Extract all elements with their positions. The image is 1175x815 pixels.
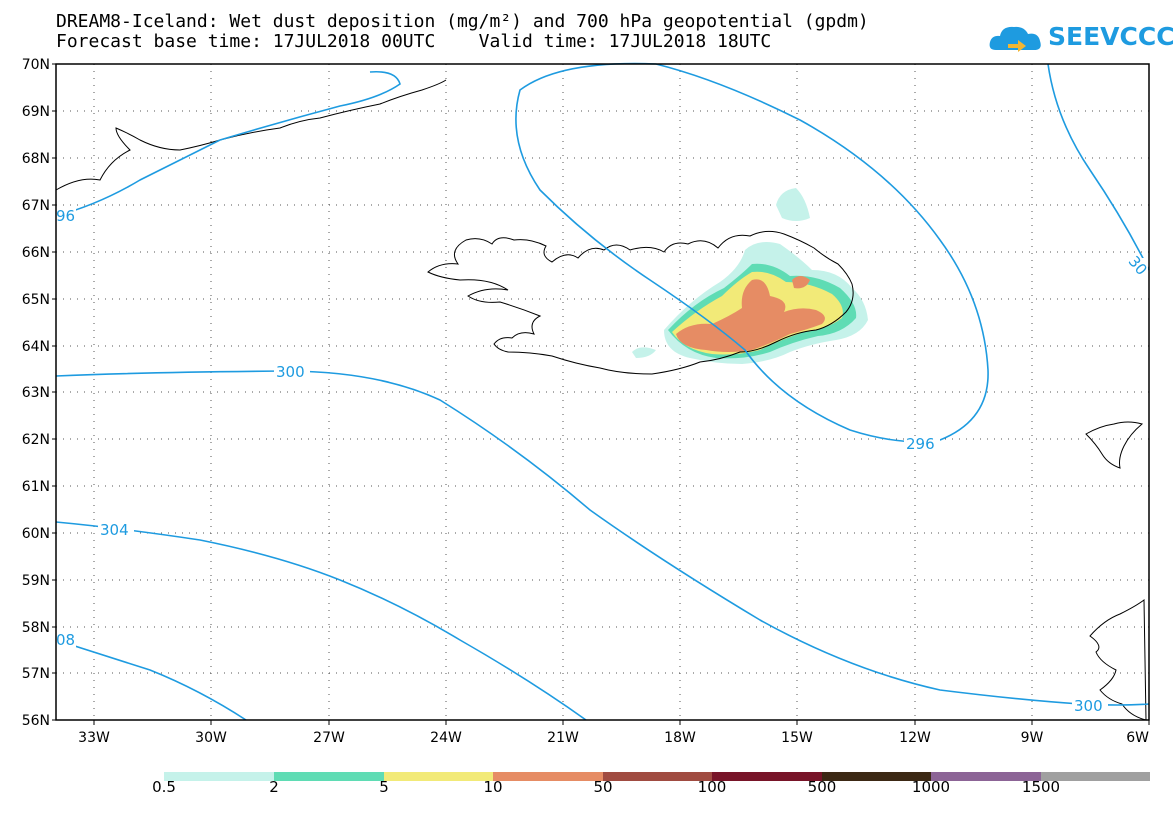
lon-label: 24W bbox=[430, 730, 462, 746]
lat-label: 57N bbox=[22, 666, 50, 682]
legend-label: 1000 bbox=[911, 778, 951, 796]
legend-label: 10 bbox=[483, 778, 503, 796]
coastlines bbox=[55, 79, 1147, 721]
axis-ticks bbox=[52, 63, 1150, 725]
legend-swatch bbox=[712, 772, 822, 781]
lon-label: 21W bbox=[547, 730, 579, 746]
legend-swatch bbox=[274, 772, 384, 781]
legend-label: 50 bbox=[593, 778, 613, 796]
lat-label: 61N bbox=[22, 479, 50, 495]
lon-label: 30W bbox=[195, 730, 227, 746]
lat-label: 70N bbox=[22, 57, 50, 73]
lat-label: 58N bbox=[22, 620, 50, 636]
chart-subtitle: Forecast base time: 17JUL2018 00UTC Vali… bbox=[56, 31, 772, 52]
contour-296-iceland bbox=[515, 62, 989, 443]
legend-label: 1500 bbox=[1021, 778, 1061, 796]
lon-label: 15W bbox=[781, 730, 813, 746]
lat-label: 63N bbox=[22, 385, 50, 401]
lat-label: 60N bbox=[22, 526, 50, 542]
dust-area-0.5 bbox=[632, 347, 656, 358]
lat-label: 66N bbox=[22, 245, 50, 261]
chart-title: DREAM8-Iceland: Wet dust deposition (mg/… bbox=[56, 11, 869, 32]
lat-label: 67N bbox=[22, 198, 50, 214]
lat-label: 56N bbox=[22, 713, 50, 729]
lat-label: 64N bbox=[22, 339, 50, 355]
legend-label: 500 bbox=[807, 778, 837, 796]
scotland-coast bbox=[1089, 599, 1147, 721]
contour-label: 300 bbox=[1074, 697, 1103, 715]
contour-300-east bbox=[1047, 63, 1150, 271]
legend-swatch bbox=[384, 772, 493, 781]
lat-label: 69N bbox=[22, 104, 50, 120]
iceland-coast bbox=[427, 230, 854, 375]
contour-304 bbox=[55, 521, 587, 721]
dust-area-0.5 bbox=[776, 188, 810, 221]
lat-label: 68N bbox=[22, 151, 50, 167]
dust-area-10 bbox=[676, 279, 825, 352]
dust-deposition-field bbox=[632, 188, 868, 364]
faroe-coast bbox=[1085, 421, 1144, 469]
legend-label: 2 bbox=[269, 778, 279, 796]
legend-swatch bbox=[493, 772, 603, 781]
legend-swatch bbox=[931, 772, 1041, 781]
lat-label: 65N bbox=[22, 292, 50, 308]
contour-label: 30 bbox=[1125, 253, 1151, 279]
legend-swatch bbox=[164, 772, 274, 781]
lon-label: 18W bbox=[664, 730, 696, 746]
lon-label: 12W bbox=[899, 730, 931, 746]
contour-label: 96 bbox=[56, 207, 75, 225]
lat-label: 62N bbox=[22, 432, 50, 448]
legend-swatch bbox=[822, 772, 931, 781]
contour-300-south bbox=[55, 370, 1150, 706]
greenland-coast bbox=[55, 79, 447, 191]
lon-label: 33W bbox=[78, 730, 110, 746]
lon-label: 27W bbox=[313, 730, 345, 746]
contour-308 bbox=[55, 639, 247, 721]
dust-area-10 bbox=[792, 276, 810, 289]
contour-label: 300 bbox=[276, 363, 305, 381]
contour-label: 08 bbox=[56, 631, 75, 649]
graticule bbox=[56, 64, 1149, 720]
lat-label: 59N bbox=[22, 573, 50, 589]
cloud-icon bbox=[989, 26, 1041, 52]
contour-296-greenland bbox=[55, 70, 401, 217]
legend-label: 5 bbox=[379, 778, 389, 796]
logo-text: SEEVCCC bbox=[1048, 22, 1175, 51]
legend-swatch bbox=[1041, 772, 1150, 781]
lon-label: 6W bbox=[1126, 730, 1149, 746]
contour-label: 296 bbox=[906, 435, 935, 453]
legend-label: 100 bbox=[697, 778, 727, 796]
lon-label: 9W bbox=[1021, 730, 1044, 746]
contour-label: 304 bbox=[100, 521, 129, 539]
legend-swatch bbox=[603, 772, 712, 781]
legend-label: 0.5 bbox=[152, 778, 176, 796]
